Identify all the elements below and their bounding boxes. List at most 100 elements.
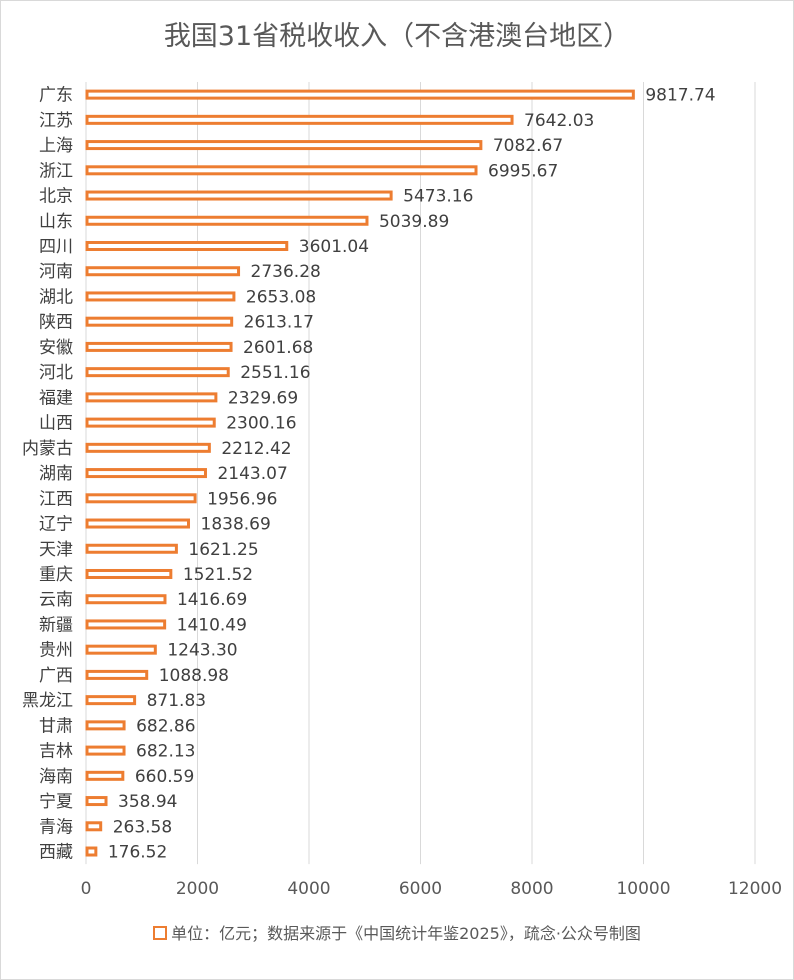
category-label: 湖南 bbox=[39, 464, 73, 484]
bar bbox=[85, 266, 241, 277]
category-label: 吉林 bbox=[39, 742, 73, 762]
bar bbox=[85, 291, 236, 302]
bar bbox=[85, 240, 289, 251]
category-label: 青海 bbox=[39, 817, 73, 837]
x-tick-label: 4000 bbox=[287, 879, 330, 899]
bar bbox=[85, 695, 137, 706]
x-tick-label: 2000 bbox=[176, 879, 219, 899]
x-tick-label: 8000 bbox=[510, 879, 553, 899]
category-label: 贵州 bbox=[39, 641, 73, 661]
category-label: 河南 bbox=[39, 262, 73, 282]
value-label: 2329.69 bbox=[228, 388, 298, 408]
value-label: 1088.98 bbox=[159, 666, 229, 686]
category-label: 湖北 bbox=[39, 287, 73, 307]
value-label: 263.58 bbox=[113, 817, 172, 837]
bar bbox=[85, 619, 167, 630]
bar bbox=[85, 140, 483, 151]
value-label: 5473.16 bbox=[403, 187, 473, 207]
category-label: 北京 bbox=[39, 187, 73, 207]
value-label: 358.94 bbox=[118, 792, 177, 812]
category-label: 江西 bbox=[39, 489, 73, 509]
value-label: 5039.89 bbox=[379, 212, 449, 232]
value-label: 682.86 bbox=[136, 716, 195, 736]
bar bbox=[85, 417, 216, 428]
bar bbox=[85, 669, 149, 680]
category-label: 四川 bbox=[39, 237, 73, 257]
bar bbox=[85, 720, 126, 731]
category-label: 浙江 bbox=[39, 161, 73, 181]
bar bbox=[85, 165, 478, 176]
category-label: 黑龙江 bbox=[22, 691, 73, 711]
bar bbox=[85, 442, 211, 453]
value-label: 2551.16 bbox=[240, 363, 310, 383]
x-tick-label: 12000 bbox=[728, 879, 782, 899]
value-label: 2300.16 bbox=[226, 414, 296, 434]
value-label: 176.52 bbox=[108, 843, 167, 863]
category-label: 海南 bbox=[39, 767, 73, 787]
value-label: 1956.96 bbox=[207, 489, 277, 509]
bar bbox=[85, 316, 234, 327]
category-label: 广东 bbox=[39, 86, 73, 106]
value-label: 9817.74 bbox=[645, 86, 715, 106]
bar bbox=[85, 114, 514, 125]
value-label: 2613.17 bbox=[244, 313, 314, 333]
value-label: 2212.42 bbox=[221, 439, 291, 459]
category-label: 辽宁 bbox=[39, 515, 73, 535]
bar bbox=[85, 341, 233, 352]
bar bbox=[85, 518, 191, 529]
value-label: 2143.07 bbox=[217, 464, 287, 484]
bar bbox=[85, 392, 218, 403]
category-label: 河北 bbox=[39, 363, 73, 383]
category-label: 福建 bbox=[39, 388, 73, 408]
bar bbox=[85, 367, 230, 378]
value-label: 7642.03 bbox=[524, 111, 594, 131]
category-label: 重庆 bbox=[39, 565, 73, 585]
category-label: 江苏 bbox=[39, 111, 73, 131]
category-label: 山西 bbox=[39, 414, 73, 434]
value-label: 2736.28 bbox=[251, 262, 321, 282]
chart-legend: 单位：亿元；数据来源于《中国统计年鉴2025》，疏念·公众号制图 bbox=[0, 920, 794, 944]
bar bbox=[85, 594, 167, 605]
value-label: 871.83 bbox=[147, 691, 206, 711]
category-label: 天津 bbox=[39, 540, 73, 560]
category-label: 宁夏 bbox=[39, 792, 73, 812]
category-label: 甘肃 bbox=[39, 716, 73, 736]
bar bbox=[85, 468, 207, 479]
value-label: 1521.52 bbox=[183, 565, 253, 585]
bar bbox=[85, 846, 98, 857]
bar bbox=[85, 644, 157, 655]
category-label: 西藏 bbox=[39, 843, 73, 863]
bar bbox=[85, 190, 393, 201]
bar bbox=[85, 215, 369, 226]
value-label: 2601.68 bbox=[243, 338, 313, 358]
value-label: 1838.69 bbox=[201, 515, 271, 535]
category-label: 陕西 bbox=[39, 313, 73, 333]
x-tick-label: 10000 bbox=[616, 879, 670, 899]
value-label: 660.59 bbox=[135, 767, 194, 787]
x-tick-label: 6000 bbox=[399, 879, 442, 899]
category-label: 上海 bbox=[39, 136, 73, 156]
bar bbox=[85, 745, 126, 756]
value-label: 3601.04 bbox=[299, 237, 369, 257]
x-tick-label: 0 bbox=[81, 879, 92, 899]
bar bbox=[85, 543, 178, 554]
category-label: 安徽 bbox=[39, 338, 73, 358]
value-label: 6995.67 bbox=[488, 161, 558, 181]
value-label: 1243.30 bbox=[167, 641, 237, 661]
category-label: 山东 bbox=[39, 212, 73, 232]
bar bbox=[85, 821, 103, 832]
category-label: 内蒙古 bbox=[22, 439, 73, 459]
value-label: 1621.25 bbox=[188, 540, 258, 560]
value-label: 1410.49 bbox=[177, 615, 247, 635]
value-label: 7082.67 bbox=[493, 136, 563, 156]
category-label: 云南 bbox=[39, 590, 73, 610]
category-label: 新疆 bbox=[39, 615, 73, 635]
category-label: 广西 bbox=[39, 666, 73, 686]
bar bbox=[85, 770, 125, 781]
value-label: 682.13 bbox=[136, 742, 195, 762]
legend-swatch bbox=[153, 925, 168, 940]
legend-label: 单位：亿元；数据来源于《中国统计年鉴2025》，疏念·公众号制图 bbox=[171, 924, 641, 943]
bar bbox=[85, 89, 635, 100]
